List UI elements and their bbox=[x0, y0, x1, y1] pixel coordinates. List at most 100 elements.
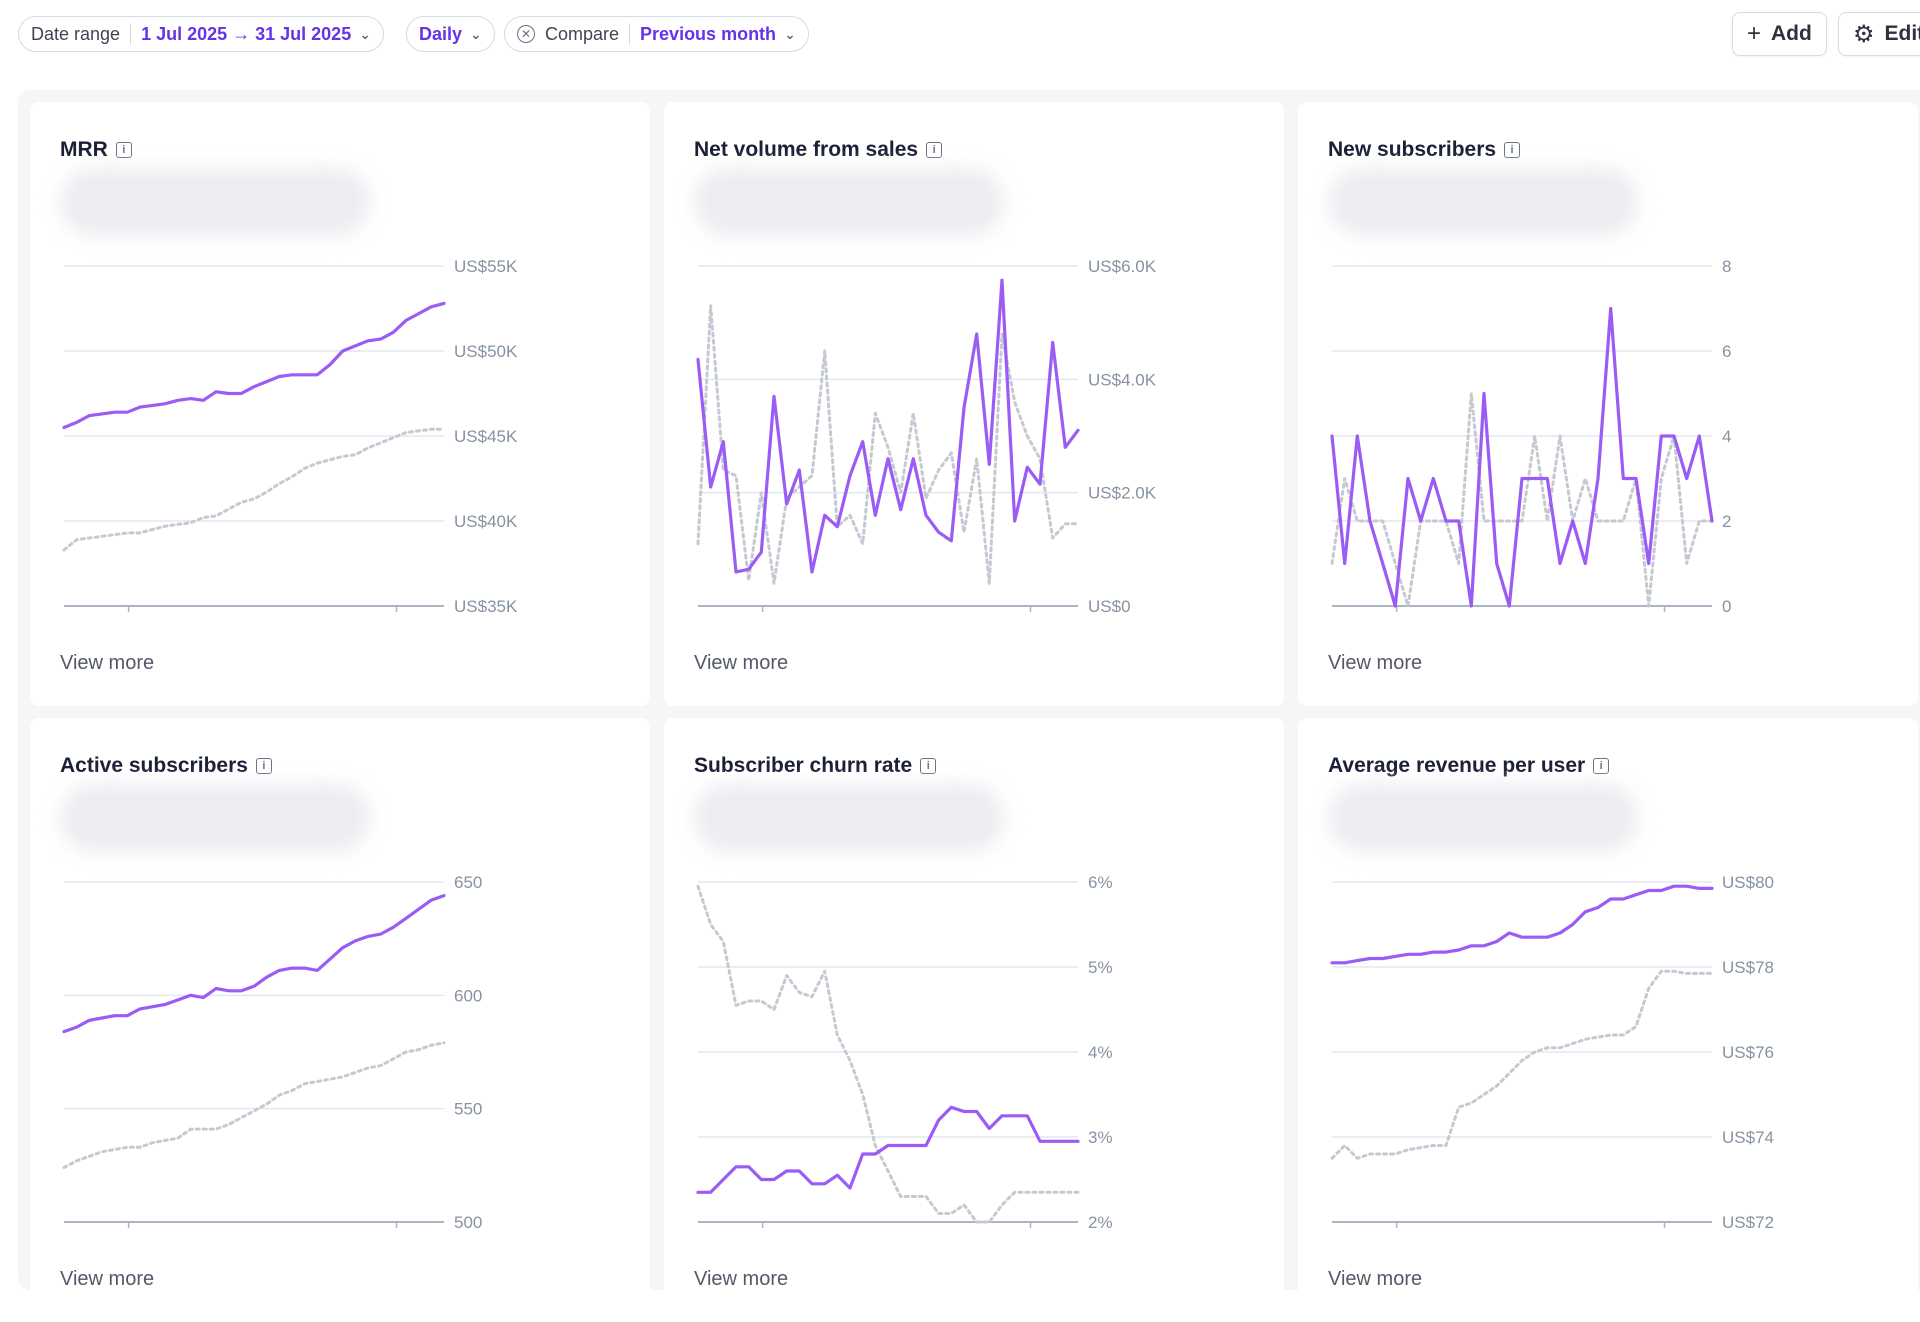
view-more-link[interactable]: View more bbox=[694, 652, 789, 674]
date-range-label: Date range bbox=[31, 23, 121, 44]
card-title: MRR i bbox=[60, 138, 132, 162]
y-tick-label: US$35K bbox=[454, 597, 518, 612]
divider bbox=[130, 23, 132, 45]
date-range-filter[interactable]: Date range 1 Jul 2025 → 31 Jul 2025 ⌄ bbox=[18, 16, 384, 52]
redacted-value bbox=[60, 784, 370, 852]
series-line-current bbox=[62, 301, 446, 430]
chevron-down-icon: ⌄ bbox=[359, 25, 371, 42]
y-tick-label: US$74 bbox=[1722, 1128, 1774, 1147]
interval-value: Daily bbox=[419, 23, 463, 44]
view-more-link[interactable]: View more bbox=[694, 1268, 789, 1290]
y-tick-label: 500 bbox=[454, 1213, 482, 1228]
chevron-down-icon: ⌄ bbox=[784, 25, 796, 42]
y-tick-label: US$2.0K bbox=[1088, 484, 1157, 503]
card-title: Net volume from sales i bbox=[694, 138, 943, 162]
y-tick-label: US$72 bbox=[1722, 1213, 1774, 1228]
y-tick-label: US$4.0K bbox=[1088, 370, 1157, 389]
card-title-text: Average revenue per user bbox=[1328, 754, 1586, 777]
y-tick-label: 600 bbox=[454, 986, 482, 1005]
y-tick-label: US$76 bbox=[1722, 1043, 1774, 1062]
compare-value: Previous month bbox=[640, 23, 777, 44]
y-tick-label: 550 bbox=[454, 1100, 482, 1119]
info-icon[interactable]: i bbox=[920, 758, 937, 774]
line-chart[interactable]: 864206 Jul27 Jul bbox=[1298, 232, 1918, 612]
info-icon[interactable]: i bbox=[1504, 142, 1521, 158]
filter-bar: Date range 1 Jul 2025 → 31 Jul 2025 ⌄ Da… bbox=[0, 0, 1920, 70]
clear-compare-icon[interactable]: ✕ bbox=[517, 25, 535, 43]
y-tick-label: 4% bbox=[1088, 1043, 1113, 1062]
divider bbox=[629, 23, 631, 45]
series-line-previous bbox=[62, 1041, 446, 1170]
view-more-link[interactable]: View more bbox=[1328, 1268, 1423, 1290]
info-icon[interactable]: i bbox=[255, 758, 272, 774]
interval-filter[interactable]: Daily ⌄ bbox=[406, 16, 495, 52]
y-tick-label: 3% bbox=[1088, 1128, 1113, 1147]
edit-button[interactable]: ⚙ Edit bbox=[1838, 12, 1920, 56]
y-tick-label: 0 bbox=[1722, 597, 1731, 612]
card-title: Subscriber churn rate i bbox=[694, 754, 937, 778]
metric-card: Net volume from sales i US$6.0K US$4.0K US$… bbox=[664, 102, 1284, 706]
redacted-value bbox=[694, 784, 1004, 852]
y-tick-label: US$6.0K bbox=[1088, 257, 1157, 276]
card-title-text: New subscribers bbox=[1328, 138, 1497, 161]
series-line-current bbox=[696, 278, 1080, 574]
compare-filter[interactable]: ✕ Compare Previous month ⌄ bbox=[504, 16, 809, 52]
series-line-previous bbox=[696, 304, 1080, 585]
series-line-previous bbox=[62, 427, 446, 552]
plus-icon: + bbox=[1747, 20, 1762, 47]
y-tick-label: 5% bbox=[1088, 958, 1113, 977]
card-title-text: Subscriber churn rate bbox=[694, 754, 913, 777]
card-title: New subscribers i bbox=[1328, 138, 1521, 162]
y-tick-label: US$0 bbox=[1088, 597, 1131, 612]
redacted-value bbox=[60, 168, 370, 236]
metric-card: Average revenue per user i US$80 US$78 US$7… bbox=[1298, 718, 1918, 1322]
view-more-link[interactable]: View more bbox=[60, 1268, 155, 1290]
card-title-text: Active subscribers bbox=[60, 754, 248, 777]
series-line-current bbox=[1330, 306, 1714, 608]
series-line-previous bbox=[696, 884, 1080, 1224]
y-tick-label: US$45K bbox=[454, 427, 518, 446]
y-tick-label: 4 bbox=[1722, 427, 1731, 446]
chevron-down-icon: ⌄ bbox=[470, 25, 482, 42]
line-chart[interactable]: 6506005505006 Jul27 Jul bbox=[30, 848, 650, 1228]
add-button[interactable]: + Add bbox=[1732, 12, 1827, 56]
series-line-current bbox=[1330, 884, 1714, 965]
card-title-text: MRR bbox=[60, 138, 108, 161]
y-tick-label: 6 bbox=[1722, 342, 1731, 361]
series-line-current bbox=[696, 1105, 1080, 1194]
info-icon[interactable]: i bbox=[1593, 758, 1610, 774]
card-title-text: Net volume from sales bbox=[694, 138, 919, 161]
line-chart[interactable]: 6%5%4%3%2%6 Jul27 Jul bbox=[664, 848, 1284, 1228]
redacted-value bbox=[1328, 784, 1638, 852]
date-range-value: 1 Jul 2025 → 31 Jul 2025 bbox=[141, 23, 352, 44]
info-icon[interactable]: i bbox=[115, 142, 132, 158]
y-tick-label: US$40K bbox=[454, 512, 518, 531]
card-title: Average revenue per user i bbox=[1328, 754, 1610, 778]
view-more-link[interactable]: View more bbox=[1328, 652, 1423, 674]
y-tick-label: US$80 bbox=[1722, 873, 1774, 892]
y-tick-label: US$55K bbox=[454, 257, 518, 276]
y-tick-label: 2 bbox=[1722, 512, 1731, 531]
y-tick-label: 8 bbox=[1722, 257, 1731, 276]
y-tick-label: 650 bbox=[454, 873, 482, 892]
y-tick-label: US$50K bbox=[454, 342, 518, 361]
edit-label: Edit bbox=[1884, 22, 1920, 45]
gear-icon: ⚙ bbox=[1853, 20, 1875, 48]
info-icon[interactable]: i bbox=[926, 142, 943, 158]
add-label: Add bbox=[1771, 22, 1812, 45]
compare-label: Compare bbox=[545, 23, 620, 44]
redacted-value bbox=[1328, 168, 1638, 236]
series-line-previous bbox=[1330, 969, 1714, 1160]
card-title: Active subscribers i bbox=[60, 754, 272, 778]
series-line-previous bbox=[1330, 392, 1714, 608]
y-tick-label: 2% bbox=[1088, 1213, 1113, 1228]
view-more-link[interactable]: View more bbox=[60, 652, 155, 674]
